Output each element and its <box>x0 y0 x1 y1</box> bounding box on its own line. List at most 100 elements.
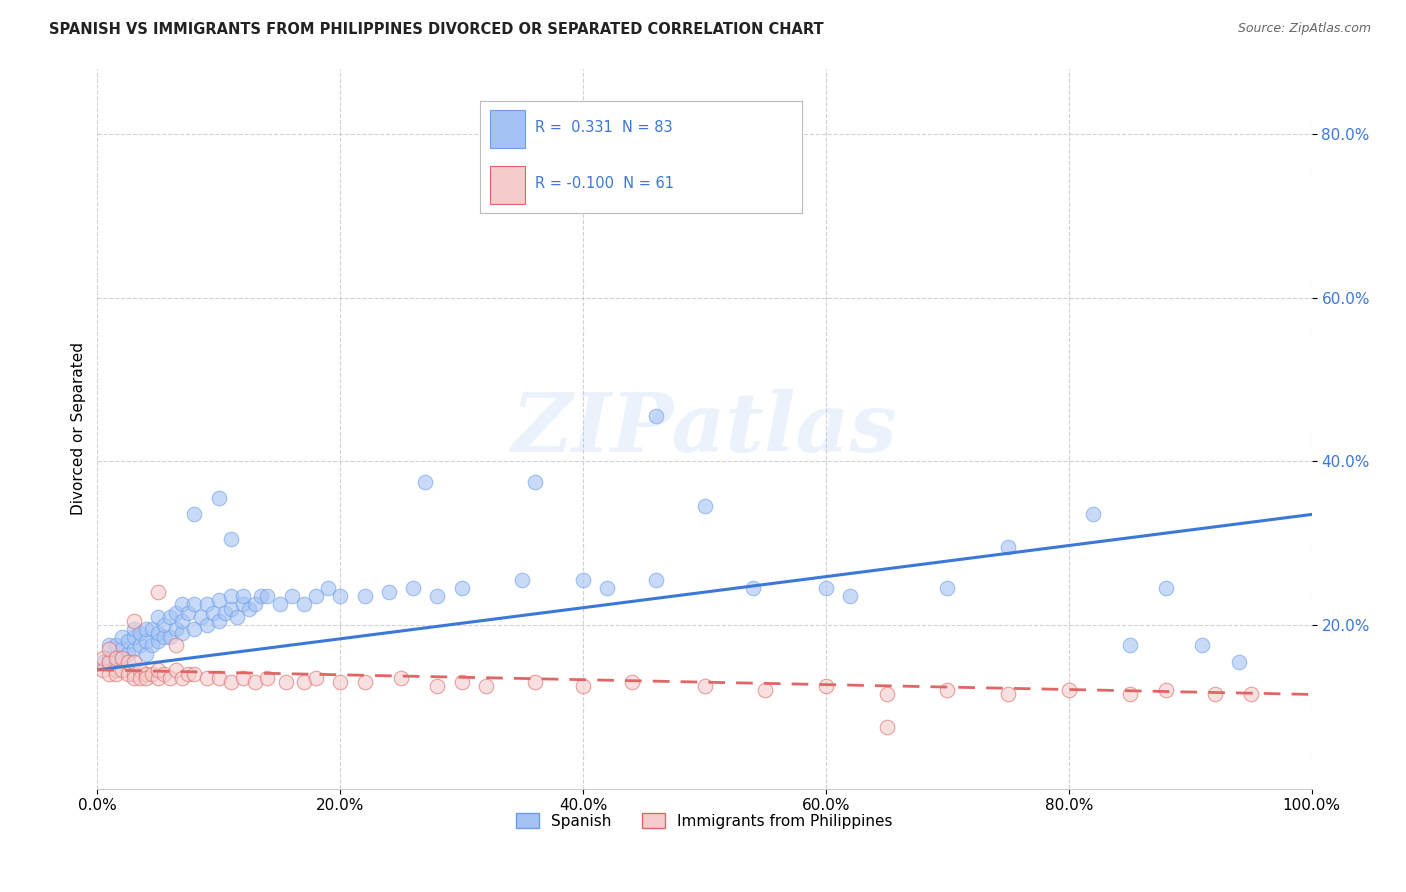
Point <box>305 671 328 685</box>
Point <box>111 650 134 665</box>
Point <box>183 598 205 612</box>
Point <box>219 589 242 603</box>
Point <box>378 585 401 599</box>
Point <box>274 675 297 690</box>
Point <box>146 585 169 599</box>
Point <box>117 667 139 681</box>
Point <box>475 679 498 693</box>
Point <box>256 671 278 685</box>
Point <box>426 679 449 693</box>
Text: ZIPatlas: ZIPatlas <box>512 389 897 468</box>
Point <box>329 589 352 603</box>
Point <box>245 675 267 690</box>
Point <box>98 655 121 669</box>
Point <box>146 626 169 640</box>
Point <box>128 626 150 640</box>
Point <box>172 598 194 612</box>
Point <box>1154 581 1177 595</box>
Point <box>596 581 619 595</box>
Point <box>146 671 169 685</box>
Point <box>98 638 121 652</box>
Point <box>128 671 150 685</box>
Point <box>208 491 231 505</box>
Point <box>219 532 242 546</box>
Point <box>141 667 163 681</box>
Point <box>165 663 187 677</box>
Point <box>117 647 139 661</box>
Point <box>997 540 1019 554</box>
Point <box>1057 683 1080 698</box>
Point <box>305 589 328 603</box>
Point <box>1240 688 1263 702</box>
Point <box>104 650 127 665</box>
Point <box>135 671 157 685</box>
Point <box>117 634 139 648</box>
Point <box>232 598 254 612</box>
Point <box>190 609 212 624</box>
Point <box>117 655 139 669</box>
Point <box>413 475 436 489</box>
Point <box>201 606 224 620</box>
Point <box>280 589 302 603</box>
Point <box>159 630 181 644</box>
Point <box>814 679 837 693</box>
Point <box>329 675 352 690</box>
Point <box>195 598 218 612</box>
Point <box>111 655 134 669</box>
Point <box>572 679 595 693</box>
Point <box>135 622 157 636</box>
Point <box>450 581 472 595</box>
Point <box>997 688 1019 702</box>
Point <box>177 606 200 620</box>
Point <box>195 618 218 632</box>
Point <box>245 598 267 612</box>
Point <box>232 671 254 685</box>
Point <box>693 679 716 693</box>
Point <box>93 650 115 665</box>
Point <box>165 606 187 620</box>
Point <box>208 614 231 628</box>
Legend: Spanish, Immigrants from Philippines: Spanish, Immigrants from Philippines <box>510 806 898 835</box>
Point <box>98 667 121 681</box>
Point <box>135 647 157 661</box>
Point <box>214 606 236 620</box>
Point <box>389 671 412 685</box>
Point <box>98 650 121 665</box>
Point <box>620 675 643 690</box>
Text: SPANISH VS IMMIGRANTS FROM PHILIPPINES DIVORCED OR SEPARATED CORRELATION CHART: SPANISH VS IMMIGRANTS FROM PHILIPPINES D… <box>49 22 824 37</box>
Point <box>353 675 375 690</box>
Point <box>165 638 187 652</box>
Point <box>936 683 959 698</box>
Point <box>183 622 205 636</box>
Point <box>104 638 127 652</box>
Point <box>402 581 425 595</box>
Point <box>232 589 254 603</box>
Point <box>523 675 546 690</box>
Point <box>1191 638 1213 652</box>
Point <box>111 642 134 657</box>
Point <box>135 667 157 681</box>
Point <box>876 688 898 702</box>
Point <box>141 638 163 652</box>
Point <box>814 581 837 595</box>
Point <box>104 650 127 665</box>
Point <box>111 663 134 677</box>
Point <box>1118 638 1140 652</box>
Point <box>645 573 668 587</box>
Point <box>754 683 776 698</box>
Point <box>165 622 187 636</box>
Point <box>183 667 205 681</box>
Point <box>111 630 134 644</box>
Point <box>426 589 449 603</box>
Point <box>122 667 145 681</box>
Point <box>146 609 169 624</box>
Point <box>104 663 127 677</box>
Point <box>292 675 315 690</box>
Point <box>269 598 291 612</box>
Point <box>742 581 765 595</box>
Point <box>219 601 242 615</box>
Point <box>122 614 145 628</box>
Point <box>208 671 231 685</box>
Point <box>172 614 194 628</box>
Point <box>93 655 115 669</box>
